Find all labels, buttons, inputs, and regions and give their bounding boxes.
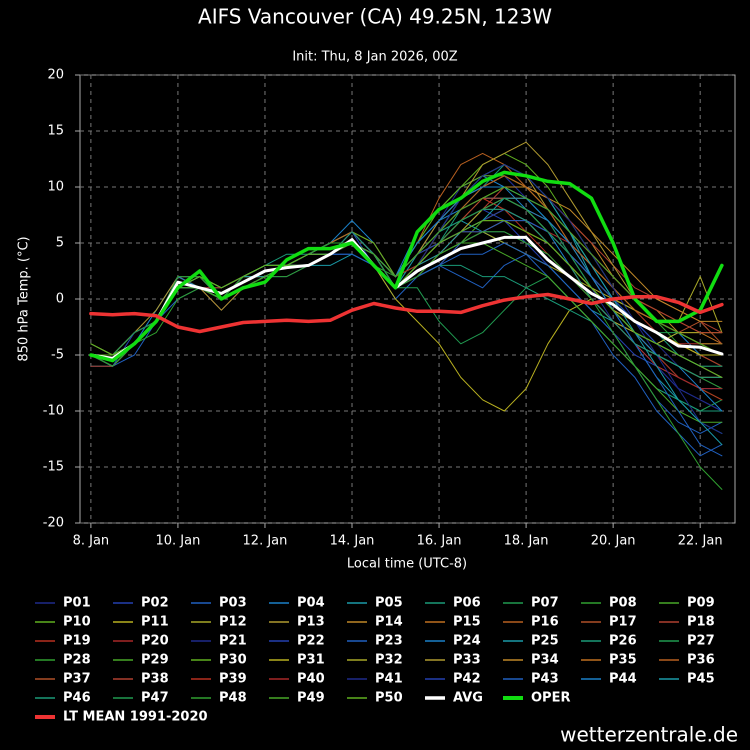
legend-label: P46 xyxy=(63,691,91,706)
x-tick-label: 18. Jan xyxy=(504,534,549,549)
series-line xyxy=(89,170,724,363)
x-tick-label: 12. Jan xyxy=(243,534,288,549)
legend-label: P38 xyxy=(141,672,169,687)
legend-label: P41 xyxy=(375,672,403,687)
x-tick-label: 14. Jan xyxy=(330,534,375,549)
legend-label: P29 xyxy=(141,653,169,668)
y-tick-label: -15 xyxy=(43,460,64,475)
legend-label: LT MEAN 1991-2020 xyxy=(63,710,208,725)
legend-label: P42 xyxy=(453,672,481,687)
legend-label: AVG xyxy=(453,691,483,706)
legend-label: P33 xyxy=(453,653,481,668)
legend-label: P50 xyxy=(375,691,403,706)
y-tick-label: 15 xyxy=(47,124,64,139)
legend-label: P28 xyxy=(63,653,91,668)
legend-label: P19 xyxy=(63,634,91,649)
legend-label: P32 xyxy=(375,653,403,668)
legend-label: OPER xyxy=(531,691,570,706)
x-tick-label: 10. Jan xyxy=(155,534,200,549)
legend-label: P17 xyxy=(609,615,637,630)
legend-label: P07 xyxy=(531,596,559,611)
legend-label: P30 xyxy=(219,653,247,668)
x-tick-label: 8. Jan xyxy=(73,534,110,549)
y-tick-label: 5 xyxy=(56,236,64,251)
legend-label: P21 xyxy=(219,634,247,649)
y-tick-label: -20 xyxy=(43,516,64,531)
legend-label: P05 xyxy=(375,596,403,611)
legend-label: P23 xyxy=(375,634,403,649)
legend-label: P26 xyxy=(609,634,637,649)
legend-label: P24 xyxy=(453,634,481,649)
series-line xyxy=(90,231,723,490)
source-label: wetterzentrale.de xyxy=(560,723,738,747)
legend-label: P43 xyxy=(531,672,559,687)
legend-label: P49 xyxy=(297,691,325,706)
legend-label: P39 xyxy=(219,672,247,687)
legend-label: P45 xyxy=(687,672,715,687)
legend-label: P14 xyxy=(375,615,403,630)
legend-label: P03 xyxy=(219,596,247,611)
legend-label: P37 xyxy=(63,672,91,687)
legend-label: P18 xyxy=(687,615,715,630)
y-tick-label: 0 xyxy=(56,292,64,307)
legend-label: P01 xyxy=(63,596,91,611)
x-axis-label: Local time (UTC-8) xyxy=(347,557,467,572)
legend: P01 P02 P03 P04 P05 P06 P07 P08 P09 P10 P11 P12 P13 P… xyxy=(35,596,715,725)
legend-label: P08 xyxy=(609,596,637,611)
plot-area: -20 -15 -10 -5 0 5 10 15 20 8. Jan 10. Jan 12. Jan 1… xyxy=(43,68,736,549)
legend-label: P11 xyxy=(141,615,169,630)
legend-label: P40 xyxy=(297,672,325,687)
x-tick-label: 20. Jan xyxy=(591,534,636,549)
legend-label: P04 xyxy=(297,596,325,611)
y-tick-label: 20 xyxy=(47,68,64,83)
legend-label: P22 xyxy=(297,634,325,649)
legend-label: P12 xyxy=(219,615,247,630)
legend-label: P13 xyxy=(297,615,325,630)
series-line xyxy=(89,235,724,360)
chart-title: AIFS Vancouver (CA) 49.25N, 123W xyxy=(198,5,552,29)
legend-label: P06 xyxy=(453,596,481,611)
chart-subtitle: Init: Thu, 8 Jan 2026, 00Z xyxy=(292,50,457,65)
legend-label: P36 xyxy=(687,653,715,668)
series-line xyxy=(90,220,723,378)
y-tick-label: -10 xyxy=(43,404,64,419)
legend-label: P09 xyxy=(687,596,715,611)
y-axis-label: 850 hPa Temp. (°C) xyxy=(17,236,32,361)
legend-label: P15 xyxy=(453,615,481,630)
legend-label: P02 xyxy=(141,596,169,611)
legend-label: P35 xyxy=(609,653,637,668)
legend-label: P20 xyxy=(141,634,169,649)
legend-label: P47 xyxy=(141,691,169,706)
legend-label: P34 xyxy=(531,653,559,668)
legend-label: P25 xyxy=(531,634,559,649)
legend-label: P27 xyxy=(687,634,715,649)
legend-label: P16 xyxy=(531,615,559,630)
y-tick-label: -5 xyxy=(51,348,64,363)
legend-label: P10 xyxy=(63,615,91,630)
x-tick-label: 22. Jan xyxy=(678,534,723,549)
legend-label: P44 xyxy=(609,672,637,687)
y-tick-label: 10 xyxy=(47,180,64,195)
legend-label: P48 xyxy=(219,691,247,706)
series-line xyxy=(89,292,724,334)
x-tick-label: 16. Jan xyxy=(417,534,462,549)
legend-label: P31 xyxy=(297,653,325,668)
